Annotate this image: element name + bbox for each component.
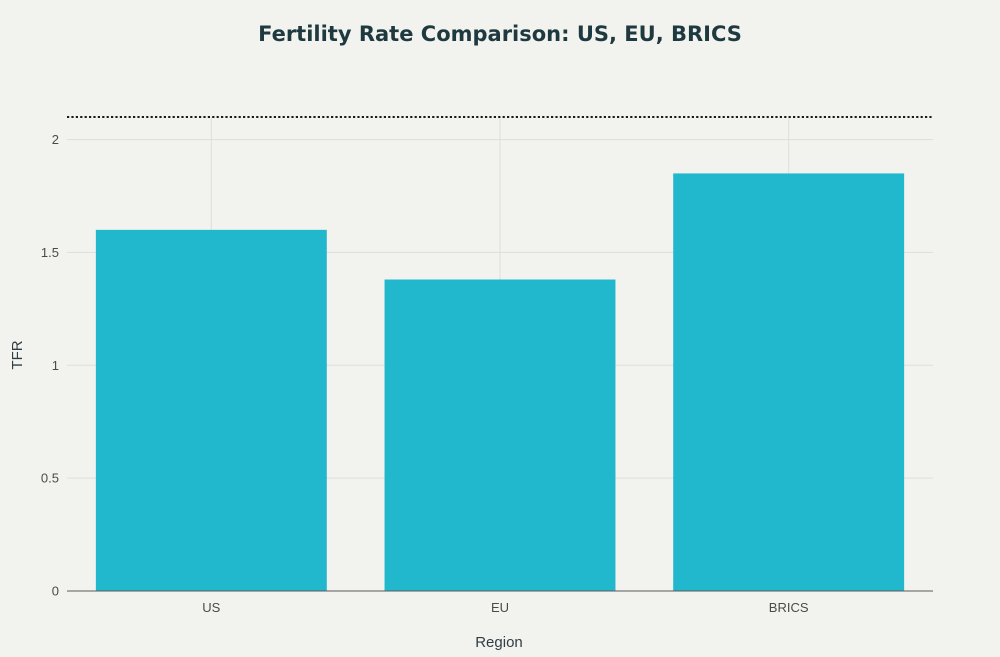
y-tick-label: 1.5 [41, 245, 59, 260]
bars [95, 173, 905, 591]
y-axis-title: TFR [9, 340, 26, 369]
bar-eu [384, 279, 616, 591]
x-tick-label: BRICS [769, 600, 809, 615]
y-tick-label: 0.5 [41, 471, 59, 486]
x-tick-label: EU [491, 600, 509, 615]
y-tick-label: 2 [52, 132, 59, 147]
x-tick-label: US [202, 600, 220, 615]
axes: 0 0.5 1 1.5 2 US EU BRICS [41, 116, 933, 615]
bar-brics [673, 173, 905, 591]
chart-title: Fertility Rate Comparison: US, EU, BRICS [258, 22, 742, 46]
y-tick-label: 1 [52, 358, 59, 373]
bar-us [95, 229, 327, 591]
y-tick-label: 0 [52, 584, 59, 599]
x-axis-title: Region [475, 634, 523, 651]
